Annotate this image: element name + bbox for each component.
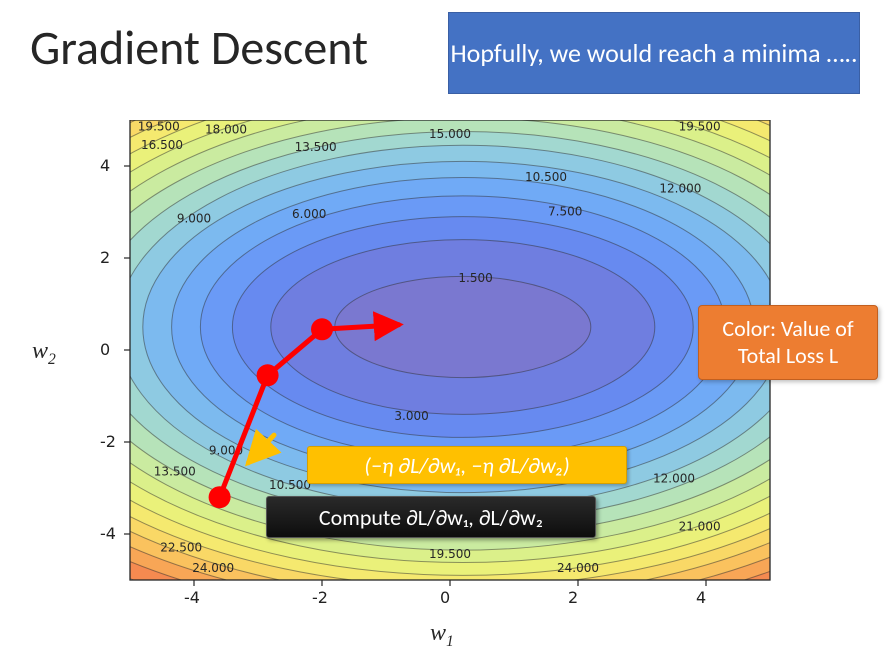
svg-text:10.500: 10.500 [525,170,567,184]
x-tick-label: 2 [568,588,578,607]
svg-text:24.000: 24.000 [192,561,234,575]
y-tick-label: 2 [100,248,180,267]
y-tick-label: 4 [100,156,180,175]
svg-text:15.000: 15.000 [429,127,471,141]
x-tick-label: -4 [184,588,200,607]
svg-text:19.500: 19.500 [138,120,180,133]
svg-text:10.500: 10.500 [269,478,311,492]
svg-text:9.000: 9.000 [177,211,211,225]
svg-text:1.500: 1.500 [458,271,492,285]
svg-text:7.500: 7.500 [548,205,582,219]
x-tick-label: -2 [312,588,328,607]
contour-plot: w2 w1 1.5003.0006.0007.5009.00010.50012.… [80,120,860,650]
svg-text:19.500: 19.500 [429,547,471,561]
y-tick-label: -2 [100,432,180,451]
x-tick-label: 0 [440,588,450,607]
y-tick-label: 0 [100,340,180,359]
compute-gradient-note: Compute ∂L/∂w₁, ∂L/∂w₂ [266,496,596,538]
svg-text:6.000: 6.000 [292,207,326,221]
y-axis-label: w2 [32,338,56,369]
page-title: Gradient Descent [30,18,368,77]
svg-text:12.000: 12.000 [653,471,695,485]
svg-text:19.500: 19.500 [679,120,721,133]
note-callout: Hopfully, we would reach a minima ….. [448,12,860,94]
update-step-note: (−η ∂L/∂w₁, −η ∂L/∂w₂) [307,446,627,484]
svg-text:18.000: 18.000 [205,123,247,137]
svg-text:21.000: 21.000 [679,520,721,534]
x-axis-label: w1 [430,620,454,651]
color-legend-note: Color: Value of Total Loss L [698,305,878,380]
svg-text:24.000: 24.000 [557,561,599,575]
svg-text:13.500: 13.500 [295,140,337,154]
y-tick-label: -4 [100,524,180,543]
svg-text:12.000: 12.000 [659,182,701,196]
svg-text:3.000: 3.000 [394,409,428,423]
plot-svg: 1.500 3.000 6.000 7.500 9.000 10.500 12.000 13.… [80,120,800,620]
x-tick-label: 4 [696,588,706,607]
svg-text:16.500: 16.500 [141,138,183,152]
svg-text:13.500: 13.500 [154,464,196,478]
